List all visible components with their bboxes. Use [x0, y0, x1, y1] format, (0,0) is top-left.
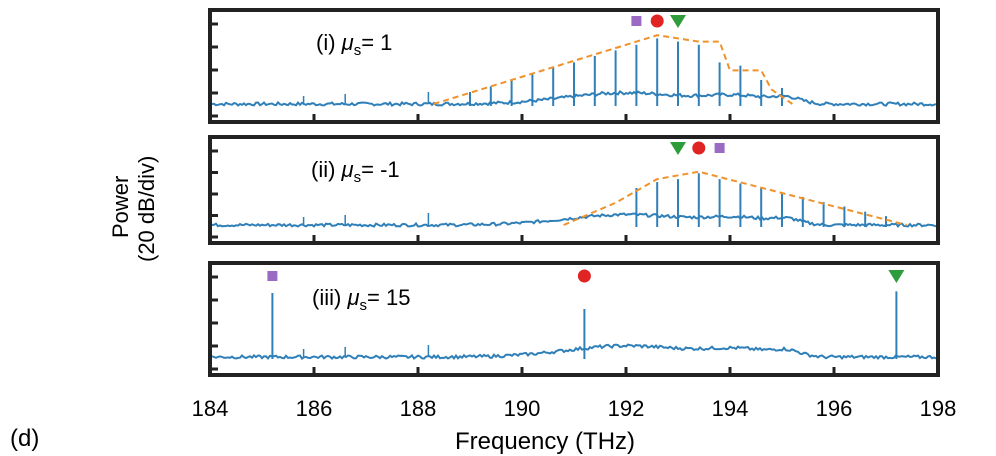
triangle-marker	[888, 270, 905, 283]
panel-1: (i) μs= 1	[208, 8, 940, 124]
circle-marker	[577, 269, 591, 283]
panel-frame	[208, 135, 940, 245]
panel-label-prefix: (i)	[316, 30, 342, 55]
y-axis-label-line2: (20 dB/div)	[134, 155, 159, 262]
mu-value: = -1	[361, 157, 400, 182]
x-tick-label: 188	[400, 396, 437, 421]
x-tick-label: 184	[192, 396, 229, 421]
x-tick-label: 186	[296, 396, 333, 421]
panel-label-prefix: (iii)	[312, 285, 347, 310]
panel-2: (ii) μs= -1	[208, 135, 940, 245]
square-marker	[631, 16, 642, 26]
panel-3: (iii) μs= 15	[208, 261, 940, 377]
x-axis-label: Frequency (THz)	[455, 428, 636, 455]
mu-symbol: μ	[341, 30, 354, 55]
x-tick-label: 196	[816, 396, 853, 421]
mu-subscript: s	[354, 169, 362, 186]
x-tick-label: 194	[712, 396, 749, 421]
y-axis-label: Power (20 dB/div)	[96, 110, 186, 280]
spectrum-trace	[212, 212, 937, 229]
mu-value: = 1	[361, 30, 392, 55]
panels-group: (i) μs= 1(ii) μs= -1(iii) μs= 15	[208, 8, 940, 377]
square-marker	[267, 271, 278, 281]
panel-frame	[208, 261, 940, 377]
envelope-dashed	[433, 34, 793, 105]
circle-marker	[650, 14, 664, 28]
spectrum-trace	[211, 343, 937, 361]
panel-label-prefix: (ii)	[311, 157, 342, 182]
y-axis-label-line1: Power	[108, 175, 133, 238]
triangle-marker	[670, 142, 686, 155]
panel-frame	[208, 8, 940, 124]
figure-label: (d)	[10, 425, 40, 452]
triangle-marker	[670, 15, 686, 28]
x-tick-labels: 184 186 188 190 192 194 196 198	[192, 396, 957, 421]
mu-symbol: μ	[341, 157, 354, 182]
x-tick-label: 192	[608, 396, 645, 421]
panel-label: (ii) μs= -1	[311, 157, 400, 186]
mu-subscript: s	[360, 297, 368, 314]
panel-label: (iii) μs= 15	[312, 285, 410, 314]
circle-marker	[692, 141, 706, 155]
envelope-dashed	[563, 170, 908, 226]
mu-value: = 15	[367, 285, 410, 310]
x-tick-label: 198	[920, 396, 957, 421]
square-marker	[714, 143, 725, 153]
figure-canvas: (i) μs= 1(ii) μs= -1(iii) μs= 15 184 186 1…	[192, 8, 957, 421]
mu-symbol: μ	[346, 285, 359, 310]
panel-label: (i) μs= 1	[316, 30, 392, 59]
mu-subscript: s	[354, 42, 362, 59]
x-tick-label: 190	[504, 396, 541, 421]
